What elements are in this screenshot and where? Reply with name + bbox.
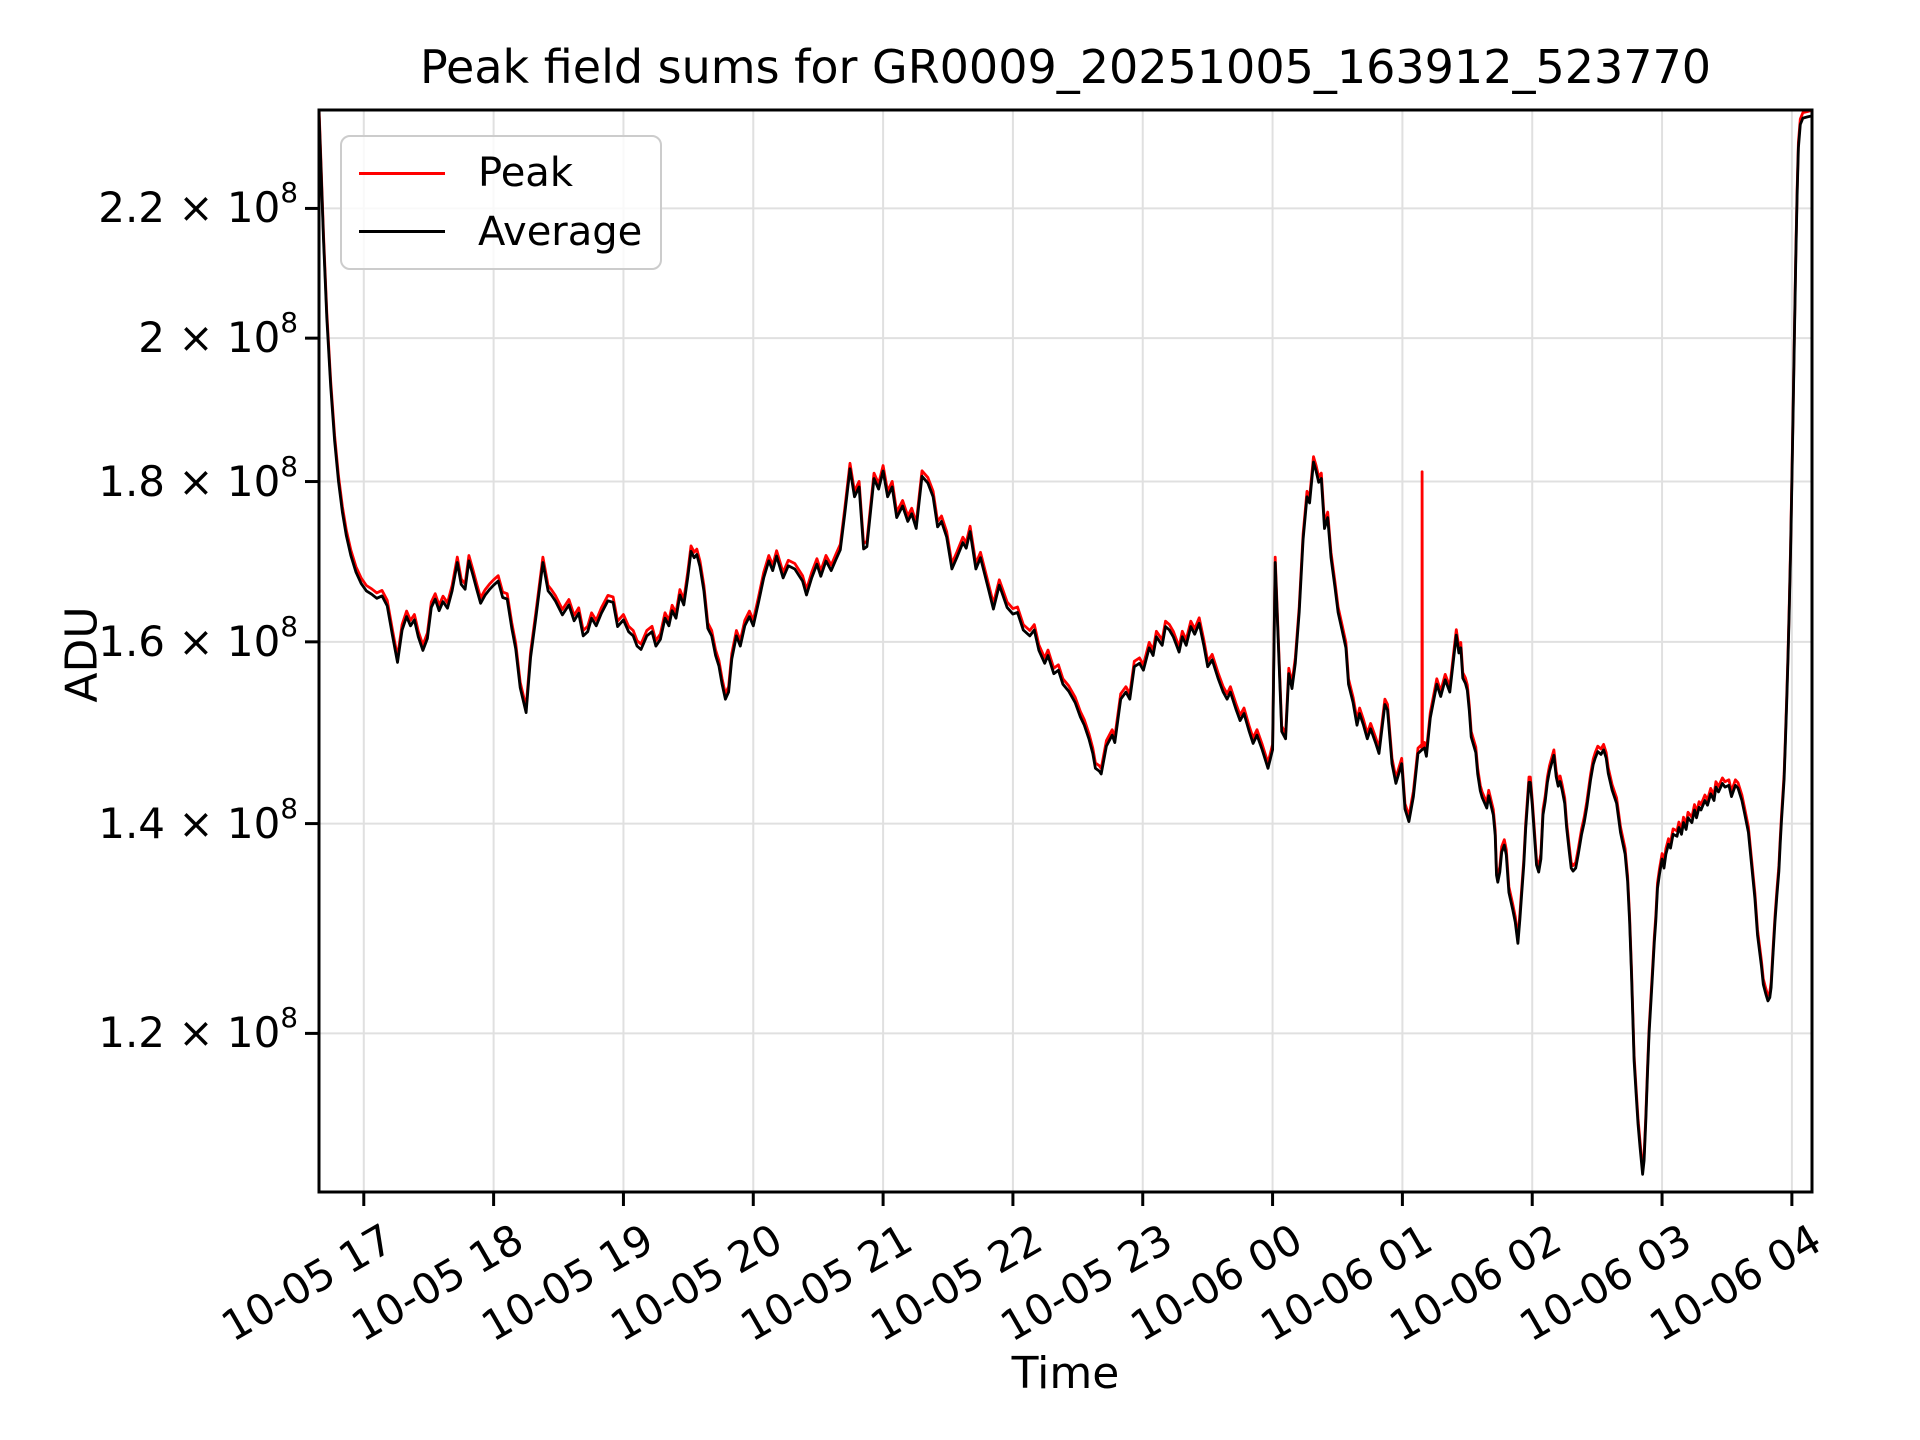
legend-entry-peak: Peak — [342, 147, 660, 199]
legend-entry-average: Average — [342, 206, 660, 258]
y-tick-label: 2 × 108 — [138, 306, 298, 363]
y-tick-label: 2.2 × 108 — [98, 176, 298, 233]
y-tick-label: 1.8 × 108 — [98, 449, 298, 506]
tick-marks — [305, 206, 1794, 1206]
chart-title: Peak field sums for GR0009_20251005_1639… — [419, 40, 1712, 94]
legend-label: Average — [478, 208, 643, 255]
legend-line-swatch — [359, 171, 445, 175]
y-tick-label: 1.6 × 108 — [98, 609, 298, 666]
average-line — [319, 112, 1812, 1176]
y-tick-label: 1.2 × 108 — [98, 1001, 298, 1058]
legend-line-swatch — [359, 230, 445, 234]
y-tick-label: 1.4 × 108 — [98, 791, 298, 848]
legend-label: Peak — [478, 150, 573, 197]
grid-lines — [319, 110, 1812, 1192]
x-axis-label: Time — [1011, 1348, 1120, 1399]
legend-box: Peak Average — [340, 135, 662, 270]
plot-border — [317, 108, 1814, 1194]
